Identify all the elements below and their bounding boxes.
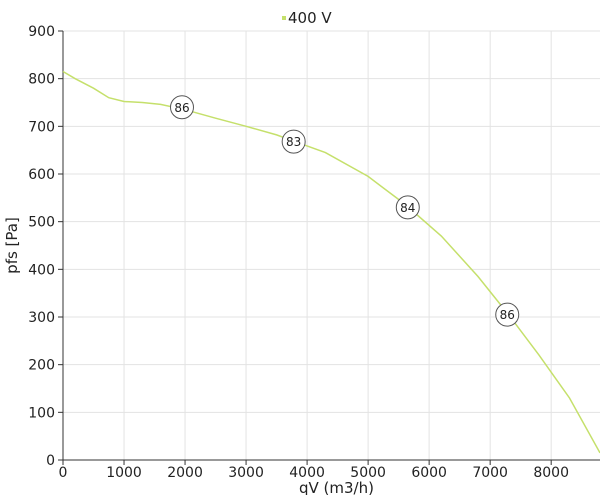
series-lines xyxy=(62,70,600,454)
y-axis-title: pfs [Pa] xyxy=(3,217,21,274)
y-tick-label: 700 xyxy=(28,119,55,135)
efficiency-markers: 86 83 84 86 xyxy=(169,95,520,327)
grid xyxy=(62,30,600,461)
x-tick-label: 3000 xyxy=(228,465,264,481)
y-tick-label: 300 xyxy=(28,310,55,326)
series-line-0 xyxy=(62,70,600,454)
x-tick-labels: 0 1000 2000 3000 4000 5000 6000 7000 8000 xyxy=(59,465,569,481)
x-axis-title: qV (m3/h) xyxy=(299,479,374,495)
y-tick-labels: 0 100 200 300 400 500 600 700 800 900 xyxy=(28,24,55,469)
marker-label: 84 xyxy=(400,201,415,215)
x-tick-label: 7000 xyxy=(472,465,508,481)
y-tick-label: 0 xyxy=(46,453,55,469)
x-tick-label: 4000 xyxy=(289,465,325,481)
marker-circle xyxy=(395,195,420,220)
y-tick-label: 200 xyxy=(28,358,55,374)
y-tick-label: 900 xyxy=(28,24,55,40)
axes xyxy=(58,30,600,465)
marker-label: 86 xyxy=(174,101,189,115)
marker-label: 83 xyxy=(286,135,301,149)
y-tick-label: 600 xyxy=(28,167,55,183)
x-tick-label: 8000 xyxy=(533,465,569,481)
marker-circle xyxy=(169,95,194,120)
marker-circle xyxy=(495,302,520,327)
x-tick-label: 5000 xyxy=(350,465,386,481)
y-tick-label: 400 xyxy=(28,262,55,278)
x-tick-label: 0 xyxy=(59,465,68,481)
legend: 400 V xyxy=(282,9,332,27)
legend-label: 400 V xyxy=(288,9,332,27)
x-tick-label: 2000 xyxy=(167,465,203,481)
y-tick-label: 500 xyxy=(28,215,55,231)
marker-label: 86 xyxy=(500,308,515,322)
y-tick-label: 800 xyxy=(28,72,55,88)
x-tick-label: 1000 xyxy=(106,465,142,481)
y-tick-label: 100 xyxy=(28,405,55,421)
x-tick-label: 6000 xyxy=(411,465,447,481)
legend-swatch xyxy=(282,16,286,20)
marker-circle xyxy=(281,129,306,154)
